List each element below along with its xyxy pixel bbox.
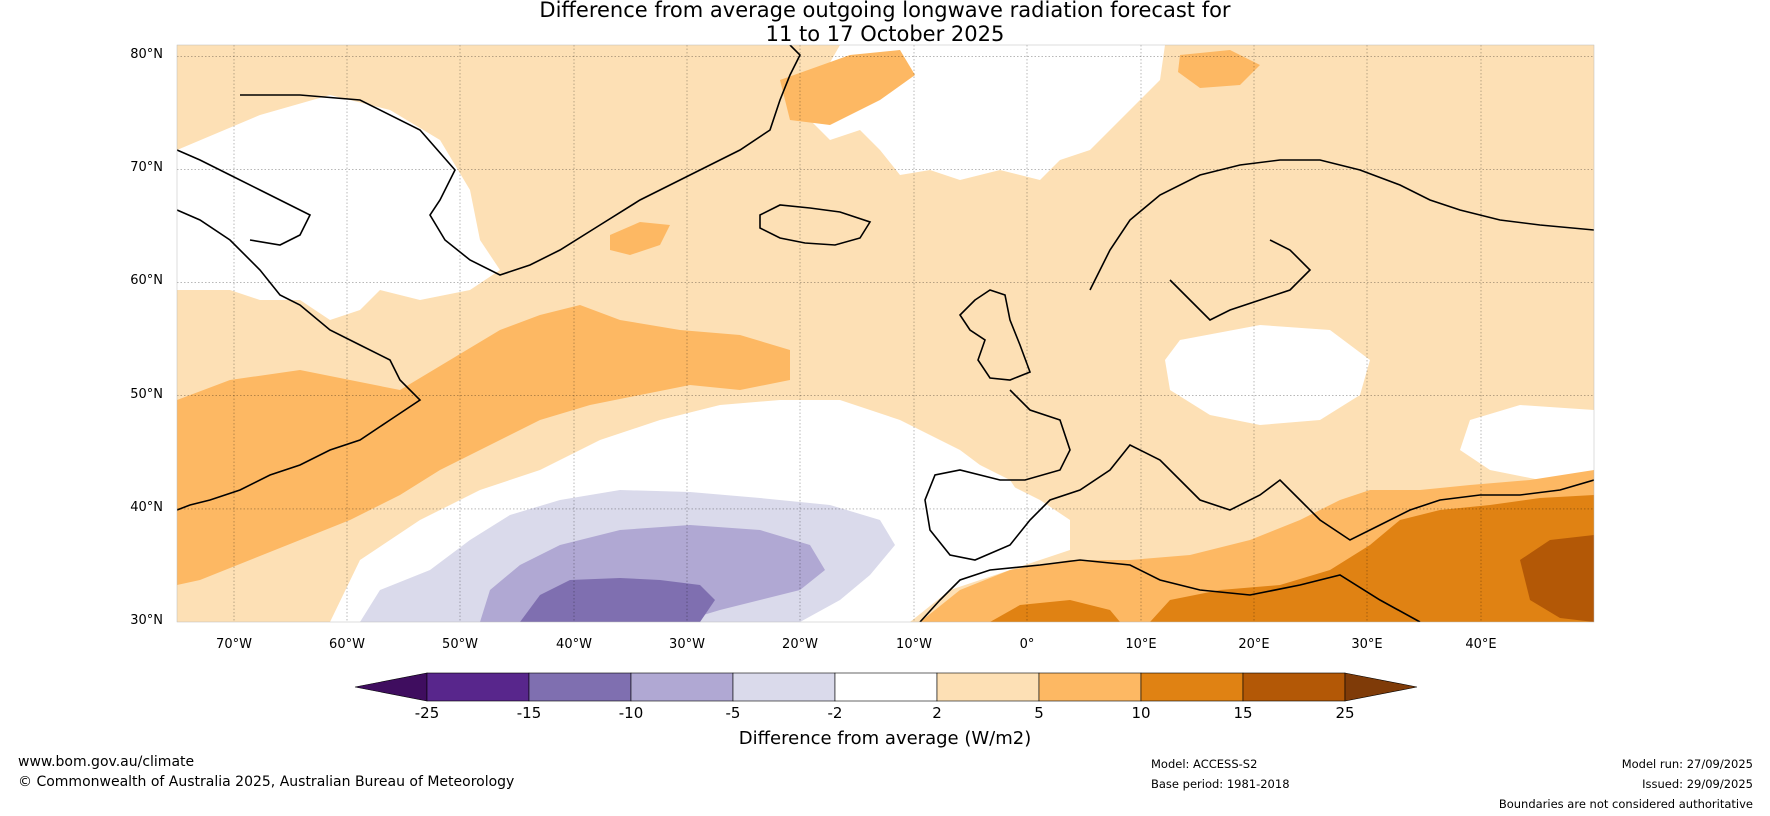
footer-copyright: © Commonwealth of Australia 2025, Austra… — [18, 774, 515, 790]
coastline-british-isles — [958, 289, 1032, 381]
coastlines — [177, 45, 1594, 622]
footer-model: Model: ACCESS-S2 — [1151, 757, 1258, 771]
lon-label-50w: 50°W — [442, 637, 478, 652]
colorbar-tick-label: 2 — [932, 704, 942, 722]
anomaly-zone-orange-north-sea — [780, 50, 915, 125]
colorbar-bin-8 — [1140, 672, 1244, 702]
colorbar-tick-label: -2 — [827, 704, 843, 722]
anomaly-zone-orange-svalbard — [1178, 50, 1260, 88]
coastline-europe — [924, 389, 1594, 561]
anomaly-zone-orange-west-atlantic — [177, 305, 790, 585]
colorbar-tick-label: 25 — [1335, 704, 1355, 722]
colorbar-bin-5 — [834, 672, 938, 702]
coastline-north-africa — [919, 559, 1421, 622]
coastline-baffin — [177, 149, 312, 246]
colorbar-bin-9 — [1242, 672, 1346, 702]
colorbar-bin-4 — [732, 672, 836, 702]
title-line-2: 11 to 17 October 2025 — [765, 22, 1005, 46]
anomaly-zone-dark-orange — [1150, 495, 1594, 622]
lon-label-60w: 60°W — [329, 637, 365, 652]
anomaly-zone-medium-purple — [520, 578, 715, 622]
colorbar-tick-label: 5 — [1034, 704, 1044, 722]
colorbar-extend-min — [354, 672, 428, 702]
colorbar-tick-label: -10 — [618, 704, 644, 722]
colorbar-tick-label: -15 — [516, 704, 542, 722]
coastline-iceland — [759, 204, 872, 246]
coastline-scandinavia — [1089, 159, 1594, 291]
anomaly-zone-white-black-sea — [1460, 405, 1594, 480]
lat-label-70n: 70°N — [130, 160, 163, 175]
lon-label-30w: 30°W — [669, 637, 705, 652]
colorbar-tick-label: 10 — [1131, 704, 1151, 722]
lat-label-80n: 80°N — [130, 47, 163, 62]
anomaly-zone-white-labrador — [177, 95, 500, 320]
colorbar-bin-3 — [630, 672, 734, 702]
coastline-baltic — [1169, 239, 1312, 321]
lon-label-40e: 40°E — [1465, 637, 1497, 652]
anomaly-zone-orange-iceland — [610, 222, 670, 255]
anomaly-zone-dark-orange-sahara — [990, 600, 1120, 622]
anomaly-zone-white-iberia — [925, 465, 1030, 560]
colorbar-bin-6 — [936, 672, 1040, 702]
lon-label-0: 0° — [1019, 637, 1035, 652]
anomaly-zone-white-central-europe — [1165, 325, 1370, 425]
lon-label-20w: 20°W — [782, 637, 818, 652]
footer-website: www.bom.gov.au/climate — [18, 754, 195, 770]
footer-disclaimer: Boundaries are not considered authoritat… — [1498, 797, 1753, 811]
colorbar-extend-max — [1344, 672, 1418, 702]
title-line-1: Difference from average outgoing longwav… — [539, 0, 1231, 22]
map-frame — [176, 44, 1595, 623]
lat-label-60n: 60°N — [130, 273, 163, 288]
coastline-labrador — [177, 209, 422, 511]
colorbar-bin-7 — [1038, 672, 1142, 702]
colorbar-bin-2 — [528, 672, 632, 702]
footer-model-run: Model run: 27/09/2025 — [1621, 757, 1753, 771]
lon-label-20e: 20°E — [1238, 637, 1270, 652]
lon-label-10w: 10°W — [896, 637, 932, 652]
lon-label-40w: 40°W — [556, 637, 592, 652]
lon-label-70w: 70°W — [216, 637, 252, 652]
lat-label-40n: 40°N — [130, 500, 163, 515]
map-plot-area — [177, 45, 1594, 622]
anomaly-zone-brown — [1520, 535, 1594, 622]
footer-base-period: Base period: 1981-2018 — [1151, 777, 1290, 791]
chart-title: Difference from average outgoing longwav… — [0, 0, 1770, 46]
colorbar — [354, 672, 1418, 702]
footer-issued: Issued: 29/09/2025 — [1642, 777, 1753, 791]
gridlines — [177, 45, 1594, 622]
colorbar-tick-label: -25 — [414, 704, 440, 722]
lon-label-30e: 30°E — [1351, 637, 1383, 652]
lat-label-50n: 50°N — [130, 387, 163, 402]
colorbar-tick-label: 15 — [1233, 704, 1253, 722]
lon-label-10e: 10°E — [1125, 637, 1157, 652]
colorbar-title: Difference from average (W/m2) — [738, 728, 1032, 749]
lat-label-30n: 30°N — [130, 613, 163, 628]
coastline-greenland — [240, 45, 801, 276]
colorbar-tick-label: -5 — [725, 704, 741, 722]
colorbar-bin-1 — [426, 672, 530, 702]
